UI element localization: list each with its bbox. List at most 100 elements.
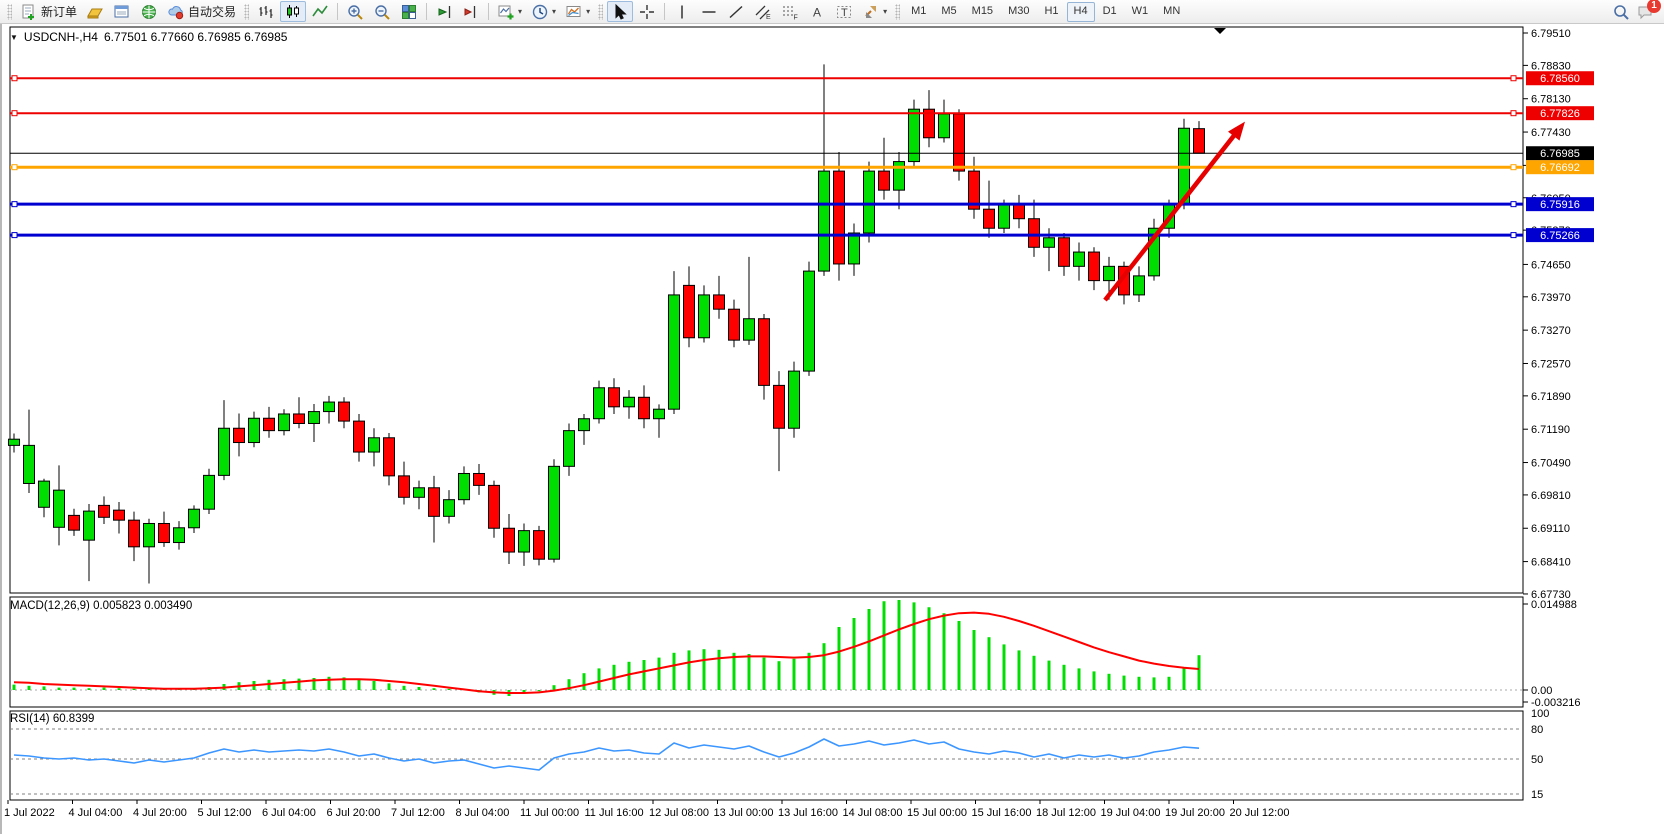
time-axis-label: 4 Jul 04:00 (69, 807, 123, 819)
timeframe-d1-button[interactable]: D1 (1102, 4, 1117, 17)
price-badge-label: 6.78560 (1540, 73, 1580, 85)
trendline-tool-button[interactable] (723, 1, 749, 22)
line-handle[interactable] (1510, 164, 1517, 171)
bear-candle (503, 527, 515, 553)
vertical-line-tool-button[interactable] (669, 1, 695, 22)
chat-button[interactable]: 1 (1636, 0, 1661, 21)
cursor-tool-button[interactable] (607, 1, 634, 22)
macd-pane[interactable] (9, 596, 1524, 708)
line-handle[interactable] (11, 164, 18, 171)
rsi-pane[interactable] (9, 710, 1524, 801)
bear-candle (488, 484, 500, 529)
bull-candle (443, 499, 455, 517)
main-toolbar: 新订单 自动交易 (0, 0, 1664, 24)
zoom-out-button[interactable] (369, 1, 395, 22)
bull-candle (818, 170, 830, 272)
toolbar-grip[interactable] (7, 3, 12, 20)
timeframe-m5-button[interactable]: M5 (941, 4, 957, 17)
bull-candle (1043, 237, 1055, 248)
time-axis-label: 13 Jul 00:00 (714, 807, 774, 819)
timeframe-m15-button[interactable]: M15 (971, 4, 994, 17)
price-badge-label: 6.75916 (1540, 199, 1580, 211)
bar-chart-icon (259, 5, 273, 18)
bar-shift-marker[interactable] (1214, 28, 1226, 34)
price-chart-svg[interactable]: 6.795106.788306.781306.774306.767306.760… (2, 24, 1664, 834)
line-handle[interactable] (1510, 232, 1517, 239)
new-order-button[interactable]: 新订单 (16, 1, 81, 22)
bull-candle (653, 408, 665, 420)
tile-windows-button[interactable] (396, 1, 422, 22)
auto-scroll-button[interactable] (431, 1, 457, 22)
one-click-trading-arrow[interactable]: ▼ (10, 32, 18, 42)
svg-text:F: F (794, 14, 798, 21)
price-axis-label: 6.69110 (1531, 523, 1570, 535)
timeframe-mn-button[interactable]: MN (1163, 4, 1181, 17)
bull-candle (53, 489, 65, 528)
dropdown-caret: ▾ (586, 7, 591, 16)
price-axis-label: 6.71190 (1531, 424, 1570, 436)
line-chart-button[interactable] (307, 1, 333, 22)
text-label-tool-button[interactable]: T (831, 1, 857, 22)
main-pane[interactable] (9, 26, 1524, 594)
line-handle[interactable] (11, 75, 18, 82)
auto-trading-button[interactable]: 自动交易 (163, 1, 240, 22)
timeframe-m30-button[interactable]: M30 (1008, 4, 1030, 17)
time-axis-label: 20 Jul 12:00 (1230, 807, 1290, 819)
price-axis-label: 6.78830 (1531, 60, 1571, 72)
periods-button[interactable]: ▾ (527, 1, 560, 22)
bull-candle (698, 294, 710, 339)
timeframe-h1-button[interactable]: H1 (1044, 4, 1059, 17)
trend-arrow[interactable] (1103, 121, 1245, 302)
chart-shift-button[interactable] (458, 1, 484, 22)
rsi-line (13, 738, 1200, 771)
timeframe-m1-button[interactable]: M1 (911, 4, 927, 17)
bull-candle (413, 487, 425, 498)
line-handle[interactable] (11, 232, 18, 239)
bull-candle (248, 417, 260, 444)
bar-chart-button[interactable] (253, 1, 279, 22)
bear-candle (233, 427, 245, 444)
bear-candle (728, 308, 740, 341)
crosshair-tool-button[interactable] (634, 1, 660, 22)
search-icon[interactable] (1612, 3, 1630, 21)
fibonacci-tool-button[interactable]: F (777, 1, 803, 22)
time-axis-label: 11 Jul 00:00 (520, 807, 579, 819)
channel-tool-button[interactable]: E (750, 1, 776, 22)
navigator-button[interactable] (136, 1, 162, 22)
bear-candle (398, 475, 410, 498)
rsi-axis-label: 80 (1531, 724, 1543, 736)
bull-candle (668, 294, 680, 410)
timeframe-h4-button[interactable]: H4 (1066, 1, 1095, 22)
arrows-tool-button[interactable]: ▾ (858, 1, 891, 22)
bear-candle (338, 401, 350, 422)
line-handle[interactable] (1510, 201, 1517, 208)
candles-layer (8, 64, 1205, 584)
line-handle[interactable] (1510, 75, 1517, 82)
price-badge-6.76985 (1526, 146, 1594, 161)
market-watch-button[interactable] (82, 1, 108, 22)
horizontal-line-tool-button[interactable] (696, 1, 722, 22)
toolbar-grip[interactable] (244, 3, 250, 20)
line-handle[interactable] (11, 201, 18, 208)
price-badge-6.77826 (1526, 106, 1594, 121)
bull-candle (173, 527, 185, 544)
time-axis-label: 7 Jul 12:00 (391, 807, 445, 819)
add-indicator-button[interactable]: ▾ (493, 1, 526, 22)
clock-icon (532, 4, 548, 19)
crosshair-icon (640, 4, 655, 19)
bear-candle (293, 413, 305, 424)
toolbar-grip[interactable] (598, 3, 604, 20)
candlestick-chart-button[interactable] (280, 1, 307, 22)
zoom-in-button[interactable] (342, 1, 368, 22)
timeframe-w1-button[interactable]: W1 (1131, 4, 1149, 17)
line-handle[interactable] (1510, 110, 1517, 117)
bear-candle (1028, 218, 1040, 248)
bear-candle (833, 170, 845, 265)
chart-window[interactable]: 6.795106.788306.781306.774306.767306.760… (0, 24, 1664, 834)
text-tool-button[interactable]: A (804, 1, 830, 22)
toolbar-grip[interactable] (895, 3, 901, 20)
bear-candle (68, 514, 80, 531)
line-handle[interactable] (11, 110, 18, 117)
templates-button[interactable]: ▾ (561, 1, 594, 22)
data-window-button[interactable] (109, 1, 135, 22)
